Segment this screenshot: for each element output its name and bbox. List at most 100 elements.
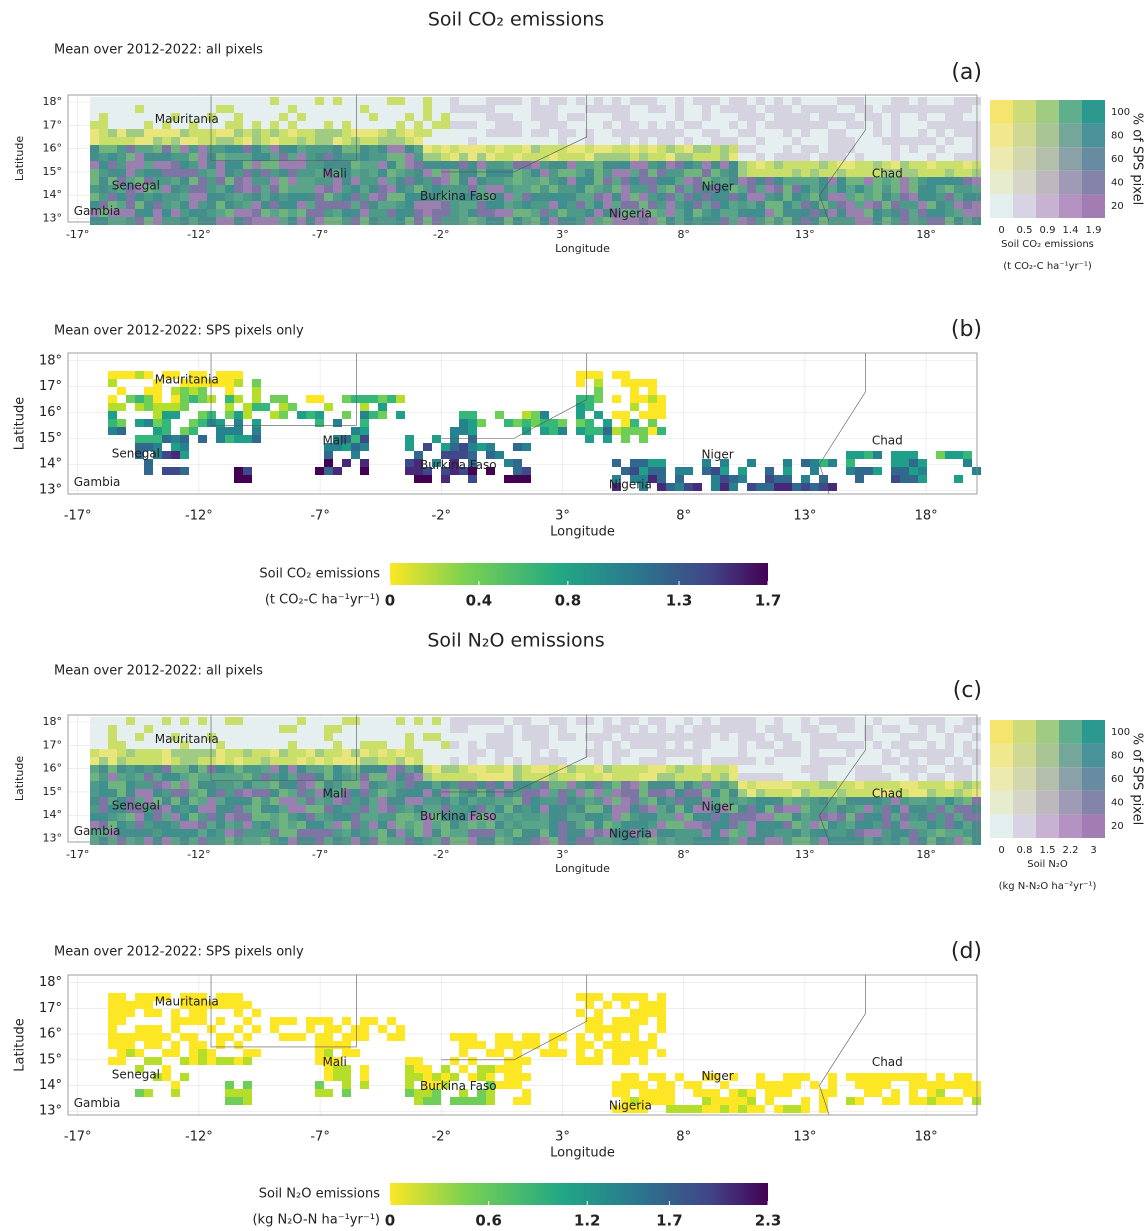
raster-cell — [621, 773, 630, 781]
raster-cell — [198, 781, 207, 789]
raster-cell — [585, 217, 594, 225]
raster-cell — [531, 757, 540, 765]
raster-cell — [936, 1073, 945, 1081]
raster-cell — [945, 781, 954, 789]
raster-cell — [657, 781, 666, 789]
raster-cell — [495, 813, 504, 821]
raster-cell — [738, 177, 747, 185]
raster-cell — [315, 113, 324, 121]
raster-cell — [963, 193, 972, 201]
raster-cell — [630, 427, 639, 435]
raster-cell — [648, 209, 657, 217]
raster-cell — [630, 217, 639, 225]
raster-cell — [792, 829, 801, 837]
raster-cell — [819, 121, 828, 129]
raster-cell — [882, 1097, 891, 1105]
raster-cell — [873, 113, 882, 121]
legend-y-tick: 20 — [1111, 201, 1124, 212]
raster-cell — [630, 161, 639, 169]
raster-cell — [828, 113, 837, 121]
raster-cell — [459, 1089, 468, 1097]
raster-cell — [720, 129, 729, 137]
raster-cell — [945, 829, 954, 837]
raster-cell — [531, 741, 540, 749]
raster-cell — [963, 789, 972, 797]
raster-cell — [324, 169, 333, 177]
raster-cell — [108, 813, 117, 821]
raster-cell — [486, 1065, 495, 1073]
raster-cell — [198, 765, 207, 773]
raster-cell — [117, 217, 126, 225]
raster-cell — [387, 177, 396, 185]
raster-cell — [702, 733, 711, 741]
raster-cell — [864, 113, 873, 121]
raster-cell — [414, 193, 423, 201]
raster-cell — [252, 741, 261, 749]
raster-cell — [540, 427, 549, 435]
raster-cell — [306, 113, 315, 121]
raster-cell — [342, 725, 351, 733]
raster-cell — [657, 829, 666, 837]
raster-cell — [801, 749, 810, 757]
raster-cell — [90, 121, 99, 129]
raster-cell — [351, 97, 360, 105]
raster-cell — [774, 829, 783, 837]
raster-cell — [207, 797, 216, 805]
raster-cell — [576, 153, 585, 161]
raster-cell — [414, 805, 423, 813]
raster-cell — [504, 459, 513, 467]
raster-cell — [171, 113, 180, 121]
raster-cell — [486, 153, 495, 161]
raster-cell — [216, 137, 225, 145]
raster-cell — [450, 121, 459, 129]
raster-cell — [108, 1033, 117, 1041]
raster-cell — [486, 177, 495, 185]
raster-cell — [576, 161, 585, 169]
raster-cell — [693, 749, 702, 757]
legend-cell — [1059, 814, 1082, 838]
raster-cell — [126, 837, 135, 845]
legend-y-tick: 40 — [1111, 798, 1124, 809]
raster-cell — [585, 773, 594, 781]
raster-cell — [324, 781, 333, 789]
raster-cell — [954, 169, 963, 177]
raster-cell — [531, 411, 540, 419]
raster-cell — [738, 837, 747, 845]
raster-cell — [477, 741, 486, 749]
raster-cell — [288, 137, 297, 145]
raster-cell — [972, 725, 981, 733]
raster-cell — [207, 419, 216, 427]
raster-cell — [135, 765, 144, 773]
raster-cell — [153, 821, 162, 829]
raster-cell — [207, 177, 216, 185]
raster-cell — [198, 145, 207, 153]
raster-cell — [288, 145, 297, 153]
raster-cell — [576, 209, 585, 217]
raster-cell — [567, 765, 576, 773]
raster-cell — [477, 419, 486, 427]
raster-cell — [819, 145, 828, 153]
raster-cell — [360, 459, 369, 467]
raster-cell — [333, 201, 342, 209]
raster-cell — [297, 121, 306, 129]
raster-cell — [153, 837, 162, 845]
raster-cell — [882, 1073, 891, 1081]
raster-cell — [963, 121, 972, 129]
raster-cell — [576, 797, 585, 805]
raster-cell — [873, 185, 882, 193]
raster-cell — [666, 177, 675, 185]
raster-cell — [783, 105, 792, 113]
raster-cell — [198, 169, 207, 177]
raster-cell — [801, 1073, 810, 1081]
raster-cell — [324, 1065, 333, 1073]
raster-cell — [450, 185, 459, 193]
raster-cell — [702, 749, 711, 757]
raster-cell — [576, 193, 585, 201]
raster-cell — [153, 193, 162, 201]
raster-cell — [540, 177, 549, 185]
raster-cell — [243, 741, 252, 749]
raster-cell — [351, 395, 360, 403]
panel-subtitle: Mean over 2012-2022: SPS pixels only — [54, 945, 304, 960]
raster-cell — [693, 217, 702, 225]
raster-cell — [135, 217, 144, 225]
